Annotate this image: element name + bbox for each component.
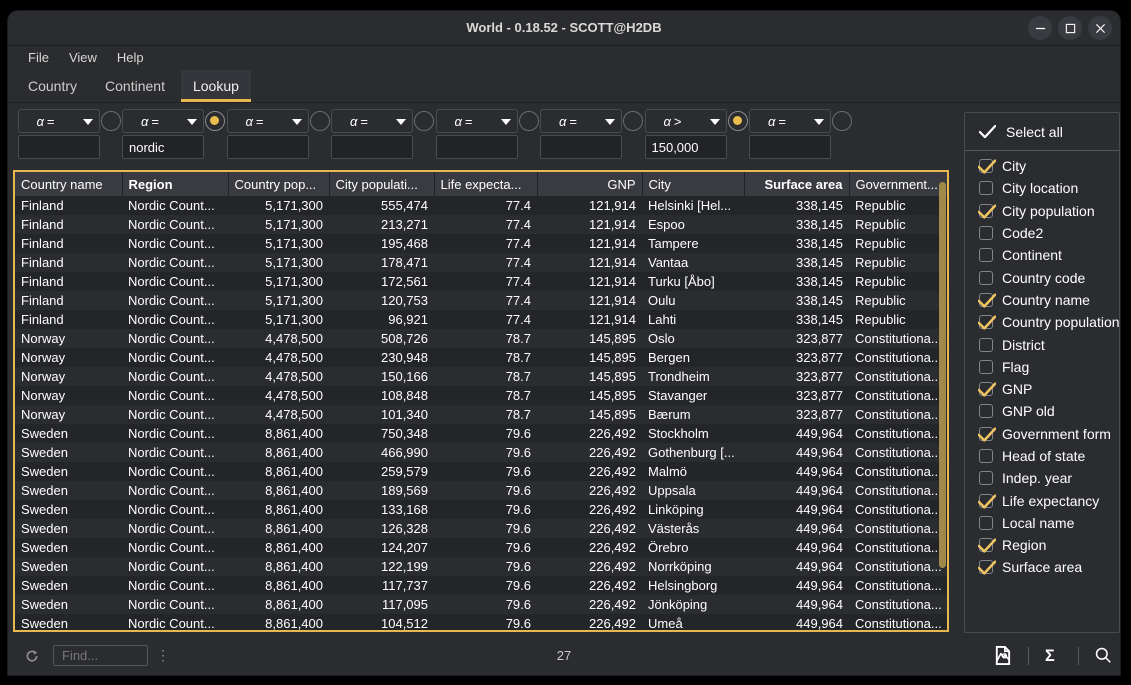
svg-text:Σ: Σ <box>1045 647 1055 664</box>
